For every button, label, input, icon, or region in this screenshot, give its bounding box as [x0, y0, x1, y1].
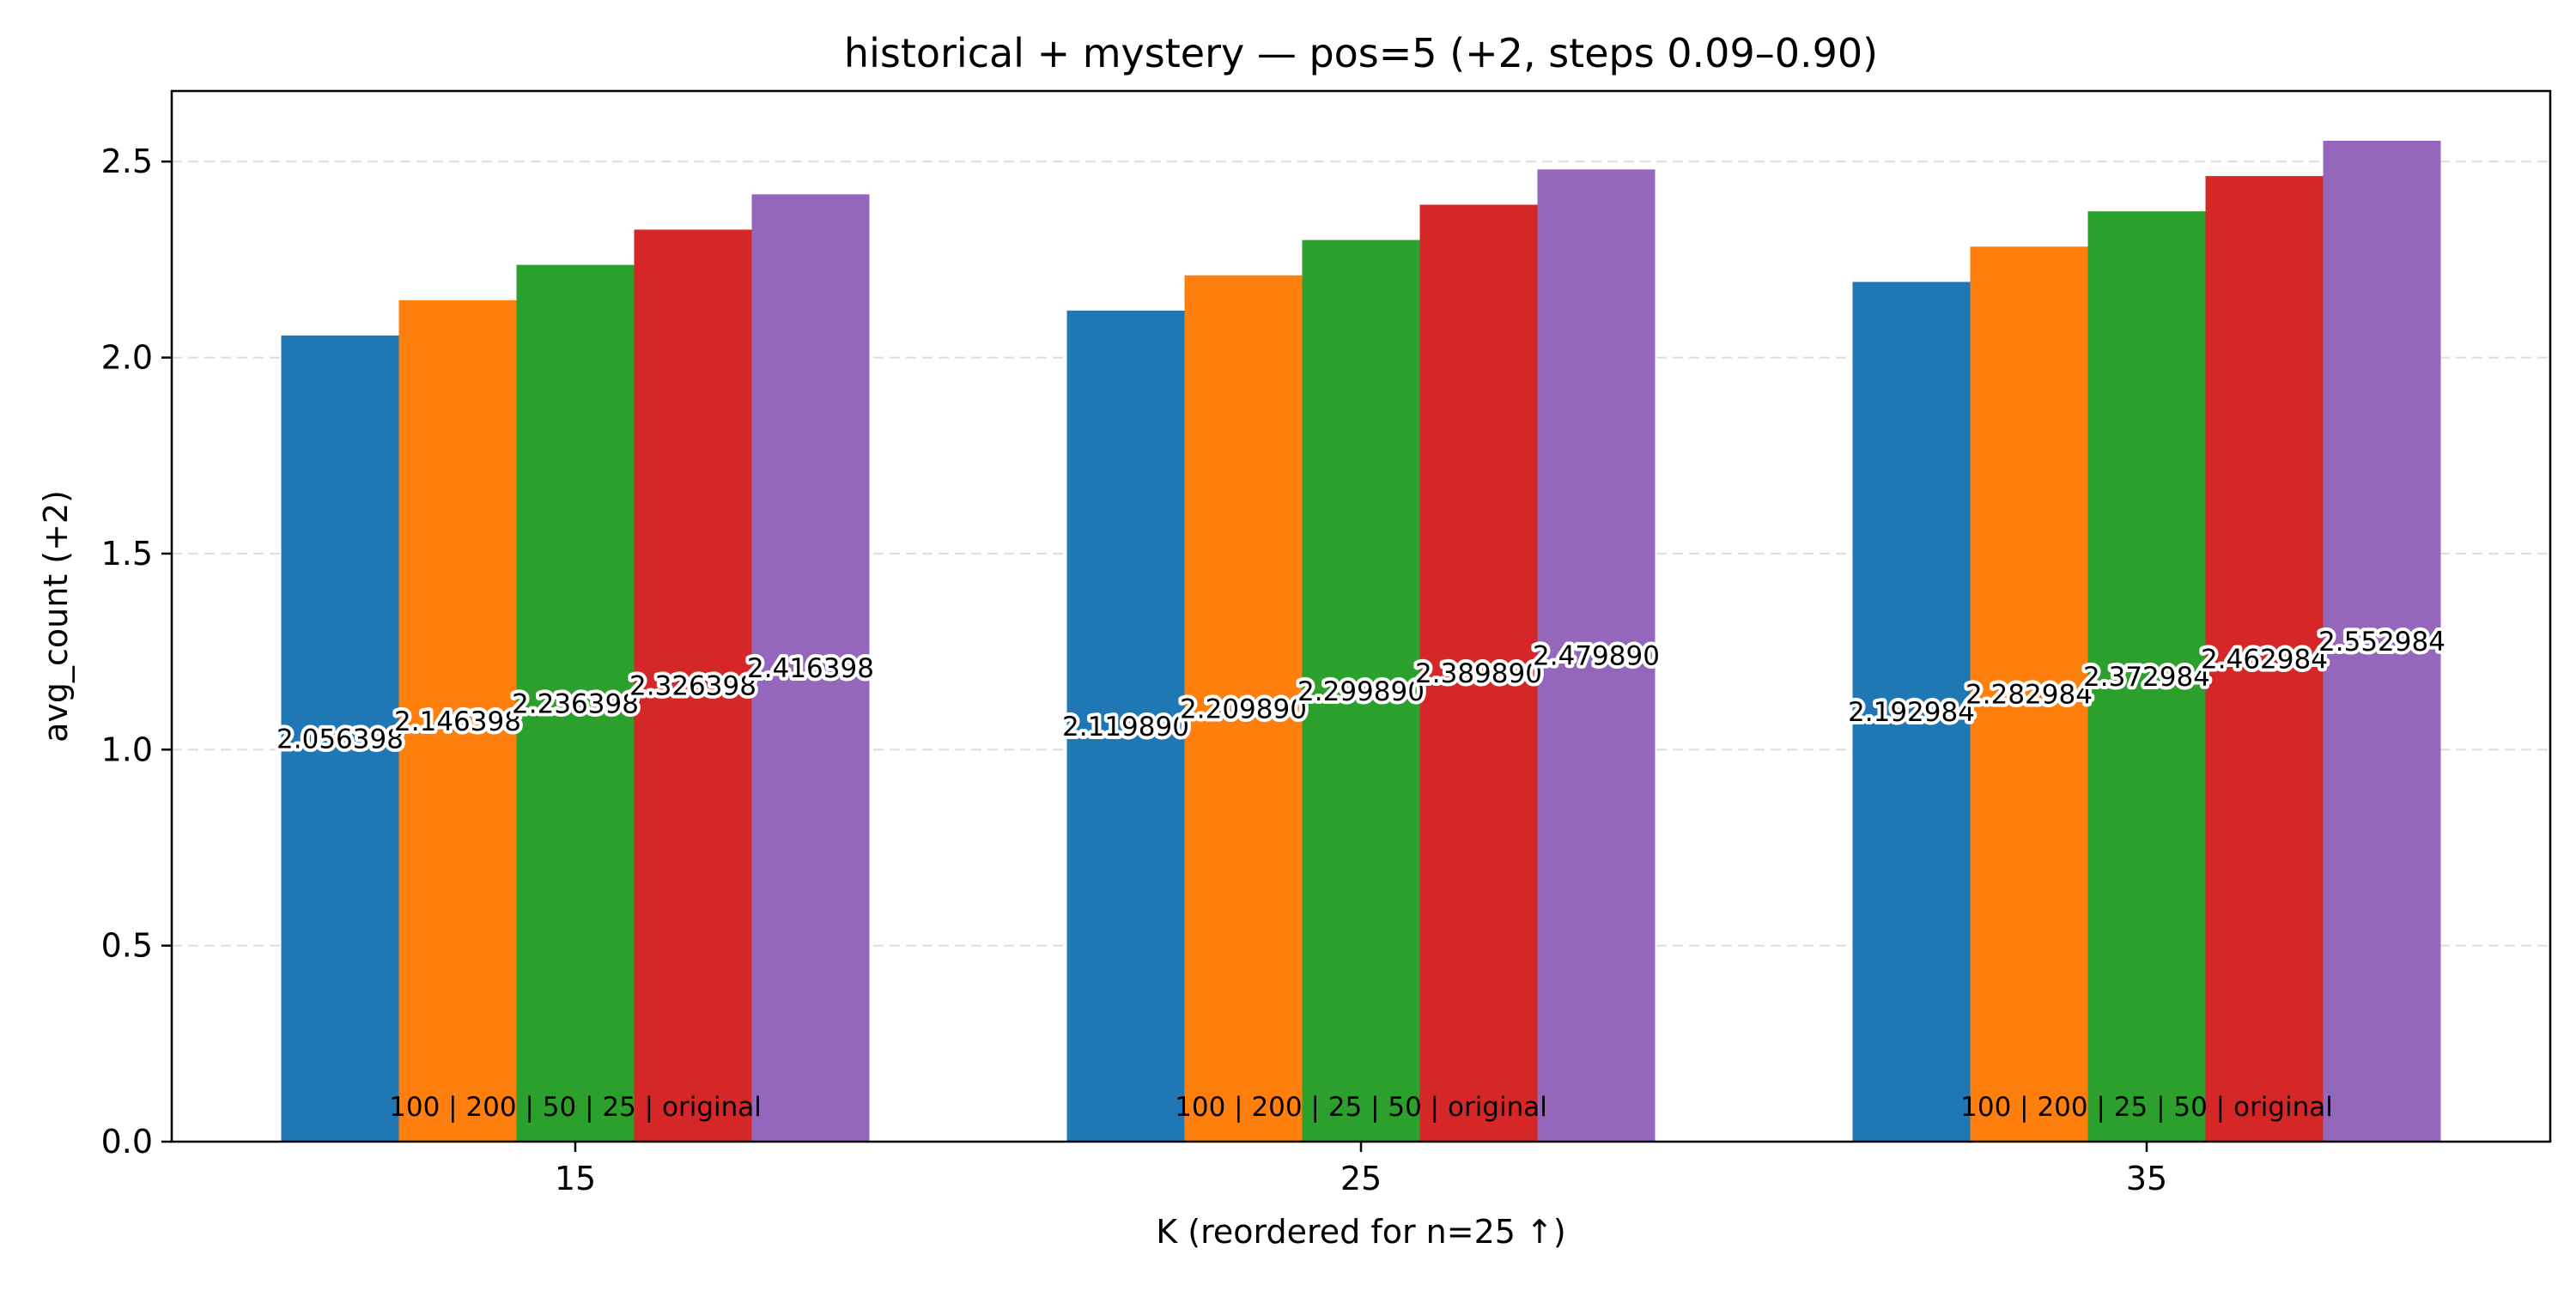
bar: [634, 229, 752, 1142]
bar-value-label: 2.372984: [2083, 662, 2210, 693]
bar: [2205, 176, 2324, 1143]
bar-value-label: 2.209890: [1180, 694, 1307, 724]
y-tick-label: 2.0: [101, 339, 153, 377]
bar-value-label: 2.299890: [1297, 676, 1425, 707]
bar: [1852, 282, 1971, 1142]
bar-value-label: 2.119890: [1062, 712, 1189, 742]
x-tick-label: 35: [2126, 1160, 2167, 1197]
bar: [2323, 141, 2441, 1143]
bar: [398, 300, 517, 1142]
group-order-label: 100 | 200 | 50 | 25 | original: [389, 1092, 762, 1123]
y-axis-label: avg_count (+2): [37, 490, 75, 742]
bar: [1066, 310, 1185, 1143]
group-order-label: 100 | 200 | 25 | 50 | original: [1960, 1092, 2333, 1123]
bar-value-label: 2.389890: [1415, 658, 1542, 689]
bar-value-label: 2.192984: [1848, 697, 1975, 728]
chart-title: historical + mystery — pos=5 (+2, steps …: [844, 30, 1878, 76]
bar: [1302, 239, 1420, 1142]
bar: [516, 264, 635, 1142]
bar-value-label: 2.282984: [1965, 680, 2093, 711]
bar-value-label: 2.236398: [512, 688, 639, 719]
x-tick-label: 15: [555, 1160, 596, 1197]
bar-value-label: 2.479890: [1533, 641, 1660, 672]
bar: [2087, 211, 2206, 1143]
y-tick-label: 2.5: [101, 142, 153, 180]
bar: [281, 335, 399, 1142]
bar: [751, 194, 870, 1142]
bar: [1419, 204, 1538, 1142]
bar-value-label: 2.326398: [629, 671, 756, 702]
data-labels: 2.056398 2.119890 2.192984 2.146398 2.209890…: [273, 623, 2449, 758]
x-axis-label: K (reordered for n=25 ↑): [1156, 1213, 1565, 1251]
group-order-labels: 100 | 200 | 50 | 25 | original 100 | 200 …: [389, 1092, 2333, 1123]
group-order-label: 100 | 200 | 25 | 50 | original: [1175, 1092, 1547, 1123]
axes-ticks: 0.0 0.5 1.0 1.5 2.0 2.5 15 25 35: [101, 142, 2168, 1197]
bar-value-label: 2.146398: [394, 706, 521, 737]
bar-value-label: 2.552984: [2318, 627, 2445, 658]
bar-value-label: 2.416398: [747, 653, 874, 684]
y-tick-label: 1.5: [101, 535, 153, 573]
bar: [1537, 169, 1656, 1142]
bar-value-label: 2.056398: [276, 724, 404, 755]
x-tick-label: 25: [1340, 1160, 1382, 1197]
bar: [1970, 246, 2088, 1142]
bar: [1184, 275, 1303, 1142]
y-tick-label: 0.0: [101, 1123, 153, 1161]
bar-value-label: 2.462984: [2201, 645, 2328, 676]
y-tick-label: 1.0: [101, 730, 153, 768]
bars: [281, 141, 2441, 1143]
y-tick-label: 0.5: [101, 927, 153, 965]
